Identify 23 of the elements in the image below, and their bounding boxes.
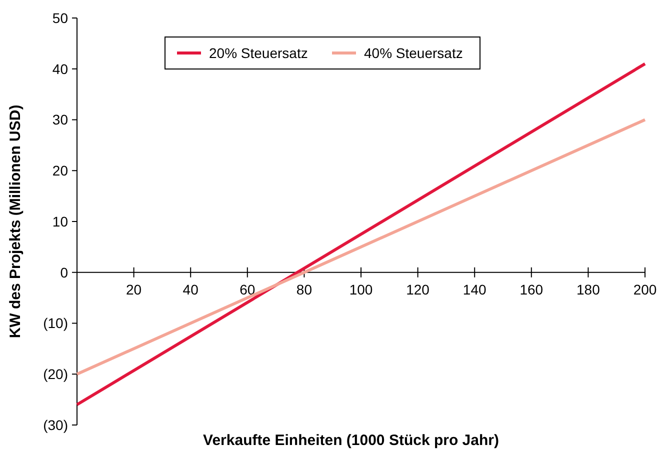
x-tick-label: 120 [406,281,430,298]
x-tick-label: 40 [182,281,199,298]
y-tick-label: (10) [43,315,68,332]
legend-label: 40% Steuersatz [364,44,463,61]
y-tick-label: 50 [52,10,68,26]
x-tick-label: 140 [462,281,486,298]
x-tick-label: 20 [126,281,142,298]
y-tick-label: 20 [52,162,68,179]
y-tick-label: 30 [52,112,68,128]
x-axis-title: Verkaufte Einheiten (1000 Stück pro Jahr) [203,432,499,449]
y-axis-title: KW des Projekts (Millionen USD) [7,104,24,338]
y-tick-label: (30) [43,416,68,433]
y-tick-label: (20) [43,366,68,382]
x-tick-label: 60 [240,281,256,298]
x-tick-label: 160 [520,281,544,298]
x-tick-label: 180 [576,281,600,298]
y-tick-label: 10 [52,213,68,230]
x-tick-label: 100 [349,281,373,298]
x-tick-label: 200 [633,281,657,298]
y-tick-label: 0 [60,264,68,280]
legend-label: 20% Steuersatz [209,44,308,61]
x-tick-label: 80 [296,281,312,298]
y-tick-label: 40 [52,60,68,77]
